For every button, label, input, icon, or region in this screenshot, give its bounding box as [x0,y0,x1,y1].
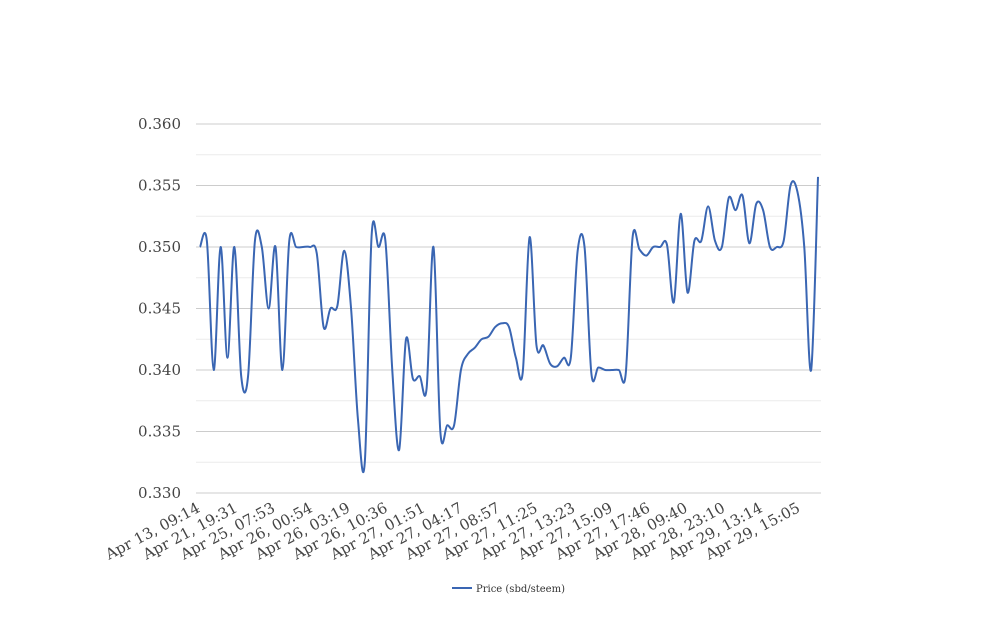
y-tick-label: 0.355 [138,177,181,195]
grid-lines [196,123,821,494]
y-tick-label: 0.340 [138,361,181,379]
series-line [199,176,819,473]
y-tick-label: 0.350 [138,238,181,256]
y-tick-label: 0.345 [138,300,181,318]
y-tick-label: 0.330 [138,484,181,502]
legend: Price (sbd/steem) [452,584,565,595]
y-tick-label: 0.360 [138,115,181,133]
y-axis-ticks: 0.330 0.335 0.340 0.345 0.350 0.355 0.360 [138,115,181,502]
legend-label: Price (sbd/steem) [476,584,565,595]
y-tick-label: 0.335 [138,423,181,441]
series-layer [199,176,819,473]
